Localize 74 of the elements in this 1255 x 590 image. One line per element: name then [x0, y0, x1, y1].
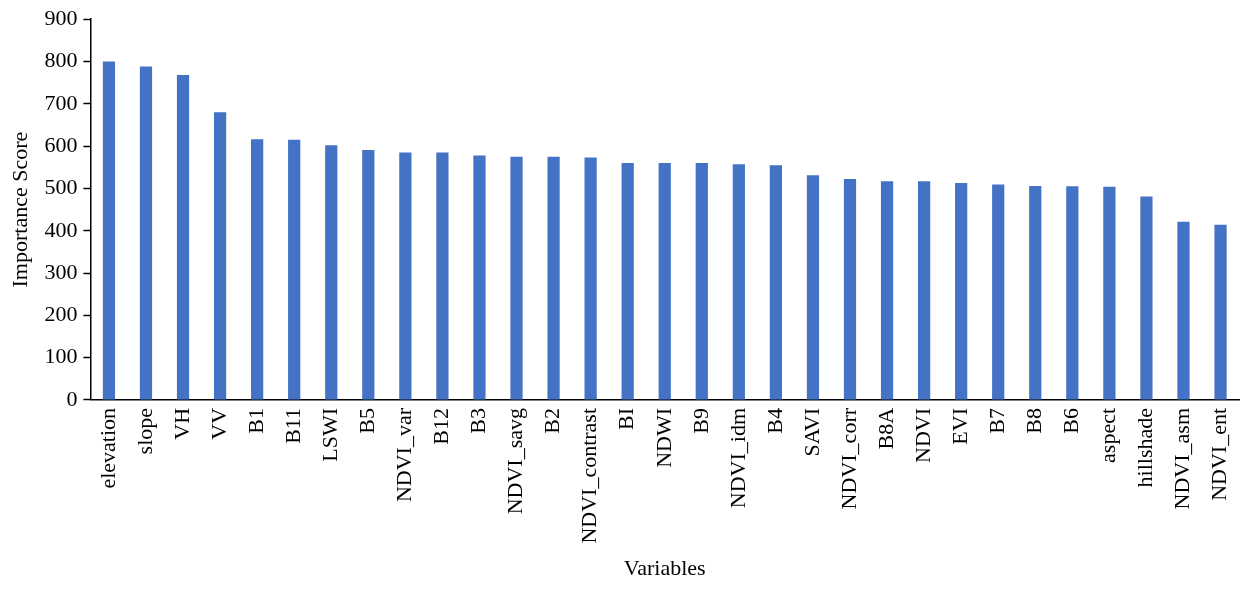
- x-tick-label: NDVI_ent: [1206, 407, 1232, 501]
- x-tick-label: B7: [983, 407, 1009, 434]
- x-tick-label: NDWI: [650, 407, 676, 468]
- bar: [843, 179, 857, 400]
- x-tick-label: NDVI_corr: [835, 407, 861, 510]
- bar: [769, 165, 783, 400]
- bar: [473, 155, 486, 400]
- y-tick-label: 200: [44, 301, 78, 327]
- bar: [399, 152, 412, 400]
- x-tick-label: aspect: [1095, 407, 1121, 463]
- x-tick-label: B9: [687, 407, 713, 434]
- x-tick-label: B12: [428, 407, 454, 445]
- bar: [176, 75, 190, 400]
- bar: [992, 184, 1005, 400]
- bar: [102, 61, 116, 400]
- y-tick-label: 500: [44, 174, 78, 200]
- x-tick-label: slope: [131, 407, 157, 455]
- bar: [1177, 221, 1190, 400]
- y-tick-label: 900: [44, 4, 78, 30]
- x-tick-label: NDVI_var: [391, 407, 417, 503]
- bar: [547, 156, 560, 400]
- bar: [510, 156, 523, 400]
- x-tick-label: BI: [613, 407, 639, 430]
- x-tick-label: elevation: [94, 407, 120, 489]
- y-tick-label: 300: [44, 258, 78, 284]
- x-tick-label: VV: [205, 407, 231, 440]
- x-tick-label: B2: [539, 407, 565, 434]
- y-tick-label: 0: [66, 385, 78, 411]
- x-axis-title: Variables: [623, 554, 706, 580]
- x-tick-label: B5: [354, 407, 380, 434]
- y-tick-label: 600: [44, 131, 78, 157]
- x-tick-label: NDVI: [909, 407, 935, 463]
- x-tick-label: NDVI_savg: [502, 407, 528, 515]
- x-tick-label: B8A: [872, 407, 898, 450]
- x-tick-label: LSWI: [317, 407, 343, 462]
- x-tick-label: SAVI: [798, 407, 824, 457]
- bar: [880, 181, 894, 400]
- bar: [325, 145, 338, 400]
- bar: [213, 112, 227, 400]
- bar: [1140, 196, 1153, 400]
- bar: [139, 66, 153, 400]
- y-tick-label: 700: [44, 89, 78, 115]
- bar: [621, 163, 634, 400]
- bar: [1214, 224, 1227, 400]
- x-tick-label: hillshade: [1132, 407, 1158, 488]
- bar: [584, 157, 597, 400]
- x-tick-label: NDVI_idm: [724, 407, 750, 509]
- bar: [955, 182, 968, 400]
- x-tick-label: EVI: [946, 407, 972, 445]
- bar: [658, 163, 671, 400]
- y-axis-title: Importance Score: [6, 131, 32, 288]
- x-tick-label: B4: [761, 407, 787, 434]
- x-tick-label: NDVI_asm: [1169, 407, 1195, 510]
- bar: [806, 175, 820, 400]
- x-tick-label: B11: [279, 407, 305, 444]
- bar: [1029, 185, 1042, 400]
- bar: [251, 139, 264, 400]
- bar: [732, 164, 745, 400]
- x-tick-label: NDVI_contrast: [576, 407, 602, 544]
- x-tick-label: B1: [242, 407, 268, 434]
- bar: [917, 181, 931, 400]
- x-tick-label: B6: [1058, 407, 1084, 434]
- bar: [288, 139, 301, 400]
- x-tick-label: B3: [465, 407, 491, 434]
- bar: [1066, 186, 1079, 400]
- y-tick-label: 800: [44, 47, 78, 73]
- bar: [1103, 186, 1116, 400]
- bar: [695, 163, 708, 400]
- y-tick-label: 100: [44, 343, 78, 369]
- bar: [436, 152, 449, 400]
- bar: [362, 149, 375, 400]
- y-tick-label: 400: [44, 216, 78, 242]
- x-tick-label: B8: [1021, 407, 1047, 434]
- x-tick-label: VH: [168, 407, 194, 440]
